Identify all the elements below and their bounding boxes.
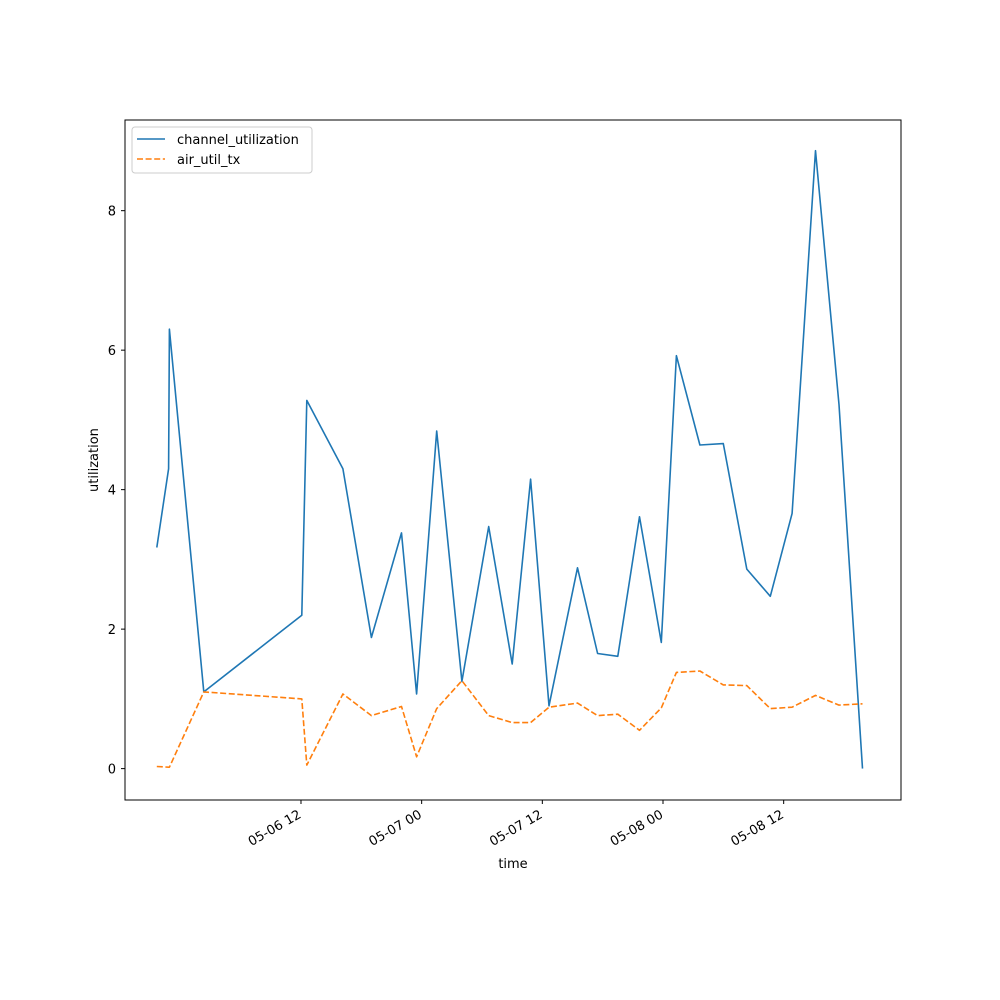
legend-label-air-util-tx: air_util_tx	[177, 153, 241, 168]
y-tick-label: 6	[108, 344, 116, 359]
legend: channel_utilization air_util_tx	[131, 126, 313, 174]
y-tick-label: 8	[108, 205, 116, 220]
y-axis-title: utilization	[87, 428, 102, 492]
series-line-air-util-tx	[156, 670, 863, 769]
plot-area-frame	[124, 119, 902, 801]
series-line-channel-utilization	[156, 149, 864, 769]
y-tick-label: 2	[108, 623, 116, 638]
x-axis-title: time	[498, 857, 527, 872]
y-tick-label: 4	[108, 484, 116, 499]
y-tick-label: 0	[108, 763, 116, 778]
legend-box	[131, 126, 313, 174]
y-axis: 0 2 4 6 8	[108, 205, 125, 778]
series-layer	[156, 149, 864, 769]
legend-label-channel-utilization: channel_utilization	[177, 133, 299, 148]
